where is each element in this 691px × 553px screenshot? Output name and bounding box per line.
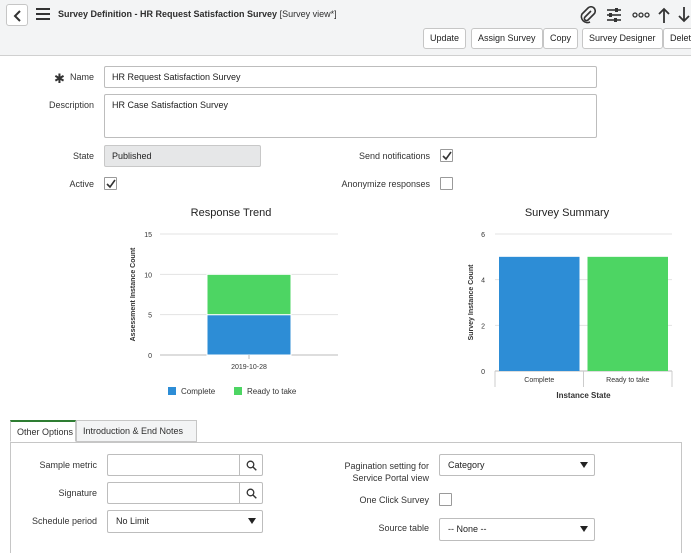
update-button[interactable]: Update <box>423 28 467 49</box>
y-tick-label: 2 <box>481 323 485 330</box>
dropdown-caret-icon <box>580 462 588 468</box>
search-icon <box>246 460 257 471</box>
other-options-panel: Sample metric Signature Schedule period … <box>10 442 682 553</box>
survey-summary-title: Survey Summary <box>524 207 610 219</box>
pagination-setting-label: Pagination setting for Service Portal vi… <box>311 460 429 484</box>
response-trend-chart: 0 5 10 15 Assessment Instance Count 2019-10-2… <box>130 232 338 396</box>
source-table-label: Source table <box>378 523 429 533</box>
sample-metric-lookup-button[interactable] <box>239 455 262 475</box>
active-label: Active <box>69 179 94 189</box>
search-icon <box>246 488 257 499</box>
legend-swatch <box>234 387 242 395</box>
anonymize-responses-label: Anonymize responses <box>341 179 430 189</box>
signature-lookup-button[interactable] <box>239 483 262 503</box>
delete-button[interactable]: Delete <box>663 28 691 49</box>
response-trend-title: Response Trend <box>190 207 272 219</box>
send-notifications-checkbox[interactable] <box>440 149 453 162</box>
arrow-down-icon[interactable] <box>677 6 691 24</box>
mandatory-indicator-icon: ✱ <box>54 71 65 86</box>
dropdown-caret-icon <box>580 526 588 532</box>
copy-button[interactable]: Copy <box>543 28 579 49</box>
y-tick-label: 15 <box>144 232 152 239</box>
y-tick-label: 10 <box>144 272 152 279</box>
hamburger-menu-icon[interactable] <box>36 8 50 20</box>
x-axis-title: Instance State <box>556 391 611 400</box>
pagination-label-line-1: Pagination setting for <box>344 461 429 471</box>
x-tick-label: Complete <box>524 377 554 384</box>
survey-designer-button[interactable]: Survey Designer <box>582 28 663 49</box>
source-table-value: -- None -- <box>448 524 487 534</box>
pagination-label-line-2: Service Portal view <box>352 473 429 483</box>
signature-input[interactable] <box>107 482 263 504</box>
send-notifications-label: Send notifications <box>358 151 430 161</box>
y-tick-label: 0 <box>481 369 485 376</box>
bar-ready-to-take <box>206 273 292 316</box>
sample-metric-input[interactable] <box>107 454 263 476</box>
bar-ready-to-take <box>587 256 668 371</box>
bar-complete <box>206 314 292 356</box>
title-main: Survey Definition - HR Request Satisfact… <box>58 9 278 19</box>
description-label: Description <box>48 100 94 110</box>
sample-metric-label: Sample metric <box>39 460 97 470</box>
x-tick-label: Ready to take <box>606 377 649 384</box>
bar-complete <box>499 256 580 371</box>
name-label: Name <box>69 72 94 82</box>
one-click-survey-label: One Click Survey <box>359 495 429 505</box>
checkmark-icon <box>442 151 452 161</box>
paperclip-icon[interactable] <box>580 6 596 24</box>
legend-swatch <box>168 387 176 395</box>
signature-label: Signature <box>58 488 97 498</box>
tab-other-options[interactable]: Other Options <box>10 420 76 442</box>
more-options-icon[interactable] <box>632 6 650 24</box>
y-tick-label: 5 <box>148 313 152 320</box>
state-field: Published <box>104 145 261 167</box>
name-input[interactable]: HR Request Satisfaction Survey <box>104 66 597 88</box>
x-tick-label: 2019-10-28 <box>231 364 267 371</box>
legend-label: Complete <box>181 387 216 396</box>
back-button[interactable] <box>6 4 28 26</box>
source-table-select[interactable]: -- None -- <box>439 518 595 541</box>
title-view: [Survey view*] <box>279 9 337 19</box>
y-tick-label: 4 <box>481 278 485 285</box>
description-textarea[interactable]: HR Case Satisfaction Survey <box>104 94 597 138</box>
y-tick-label: 0 <box>148 353 152 360</box>
schedule-period-value: No Limit <box>116 516 150 526</box>
arrow-up-icon[interactable] <box>657 6 671 24</box>
schedule-period-label: Schedule period <box>31 516 97 526</box>
one-click-survey-checkbox[interactable] <box>439 493 452 506</box>
assign-survey-button[interactable]: Assign Survey <box>471 28 543 49</box>
anonymize-responses-checkbox[interactable] <box>440 177 453 190</box>
y-axis-title: Survey Instance Count <box>468 264 475 341</box>
pagination-setting-select[interactable]: Category <box>439 454 595 476</box>
page-title: Survey Definition - HR Request Satisfact… <box>58 9 337 19</box>
y-axis-title: Assessment Instance Count <box>130 247 137 341</box>
tab-introduction-end-notes[interactable]: Introduction & End Notes <box>76 420 197 442</box>
schedule-period-select[interactable]: No Limit <box>107 510 263 533</box>
dropdown-caret-icon <box>248 518 256 524</box>
settings-sliders-icon[interactable] <box>605 6 623 24</box>
state-label: State <box>72 151 94 161</box>
form-header: Survey Definition - HR Request Satisfact… <box>0 0 691 56</box>
y-tick-label: 6 <box>481 232 485 239</box>
pagination-setting-value: Category <box>448 460 485 470</box>
survey-summary-chart: 0 2 4 6 Survey Instance Count Complete Ready t… <box>468 232 673 400</box>
active-checkbox[interactable] <box>104 177 117 190</box>
checkmark-icon <box>106 179 116 189</box>
legend-label: Ready to take <box>247 387 297 396</box>
back-arrow-icon <box>13 10 21 22</box>
